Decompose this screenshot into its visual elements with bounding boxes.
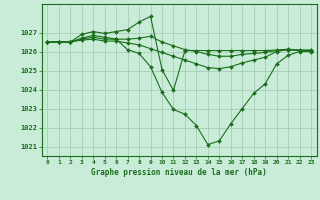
- X-axis label: Graphe pression niveau de la mer (hPa): Graphe pression niveau de la mer (hPa): [91, 168, 267, 177]
